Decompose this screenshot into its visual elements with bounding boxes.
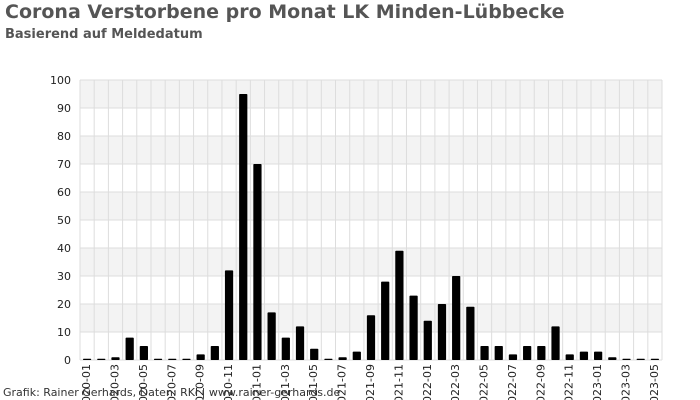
x-tick-label: 2022-05	[478, 364, 491, 400]
bar	[594, 351, 603, 360]
x-tick-label: 2021-09	[364, 364, 377, 400]
x-tick-label: 2022-11	[563, 364, 576, 400]
x-tick-label: 2022-07	[506, 364, 519, 400]
x-tick-label: 2023-01	[591, 364, 604, 400]
chart-subtitle: Basierend auf Meldedatum	[5, 27, 203, 42]
plot-band	[80, 276, 662, 304]
plot-band	[80, 220, 662, 248]
bar	[466, 306, 475, 360]
plot-band	[80, 192, 662, 220]
bar	[494, 346, 503, 360]
source-credit: Grafik: Rainer Gerhards, Daten: RKI | ww…	[3, 386, 341, 399]
x-tick-label: 2020-07	[165, 364, 178, 400]
bar	[636, 358, 645, 360]
bar	[210, 346, 219, 360]
bar	[82, 358, 92, 360]
bar	[523, 346, 532, 360]
x-tick-label: 2020-11	[222, 364, 235, 400]
bar	[310, 348, 319, 360]
x-tick-label: 2020-09	[194, 364, 207, 400]
bar	[338, 357, 347, 360]
bar	[168, 358, 177, 360]
bar	[153, 358, 163, 360]
x-tick-label: 2021-01	[250, 364, 263, 400]
bar	[437, 304, 447, 360]
y-tick-label: 60	[57, 186, 71, 199]
bar	[381, 281, 390, 360]
plot-band	[80, 80, 662, 108]
bar	[281, 337, 290, 360]
x-tick-label: 2020-01	[80, 364, 93, 400]
bar	[579, 351, 589, 360]
bar	[452, 276, 461, 360]
bar	[324, 358, 333, 360]
bar	[295, 326, 305, 360]
bar	[125, 337, 134, 360]
plot-band	[80, 248, 662, 276]
bar	[650, 358, 660, 360]
bar	[352, 351, 361, 360]
x-tick-label: 2021-03	[279, 364, 292, 400]
bar	[97, 358, 106, 360]
bar	[395, 250, 404, 360]
bar	[239, 94, 248, 360]
y-tick-label: 90	[57, 102, 71, 115]
y-tick-label: 80	[57, 130, 71, 143]
y-tick-label: 70	[57, 158, 71, 171]
plot-band	[80, 164, 662, 192]
bar	[366, 315, 376, 360]
x-tick-label: 2021-07	[336, 364, 349, 400]
bar	[480, 346, 489, 360]
bar	[423, 320, 432, 360]
y-tick-label: 0	[64, 354, 71, 367]
bar	[182, 358, 191, 360]
x-tick-label: 2021-05	[307, 364, 320, 400]
bar	[253, 164, 262, 360]
y-tick-label: 20	[57, 298, 71, 311]
x-tick-label: 2022-01	[421, 364, 434, 400]
x-tick-label: 2020-03	[108, 364, 121, 400]
bar	[551, 326, 560, 360]
bar	[224, 270, 234, 360]
plot-band	[80, 108, 662, 136]
x-tick-label: 2020-05	[137, 364, 150, 400]
bar	[608, 357, 617, 360]
bar	[409, 295, 418, 360]
bar	[267, 312, 276, 360]
x-tick-label: 2022-09	[534, 364, 547, 400]
bar	[139, 346, 148, 360]
x-tick-label: 2022-03	[449, 364, 462, 400]
x-tick-label: 2023-05	[648, 364, 661, 400]
bar	[537, 346, 546, 360]
bar	[111, 357, 120, 360]
y-tick-label: 50	[57, 214, 71, 227]
y-tick-label: 10	[57, 326, 71, 339]
plot-band	[80, 136, 662, 164]
chart-title: Corona Verstorbene pro Monat LK Minden-L…	[5, 1, 565, 23]
x-tick-label: 2021-11	[392, 364, 405, 400]
x-tick-label: 2023-03	[620, 364, 633, 400]
y-tick-label: 40	[57, 242, 71, 255]
y-tick-label: 100	[50, 74, 71, 87]
bar	[196, 354, 205, 360]
bar	[622, 358, 631, 360]
bar	[565, 354, 574, 360]
y-tick-label: 30	[57, 270, 71, 283]
bar	[508, 354, 518, 360]
